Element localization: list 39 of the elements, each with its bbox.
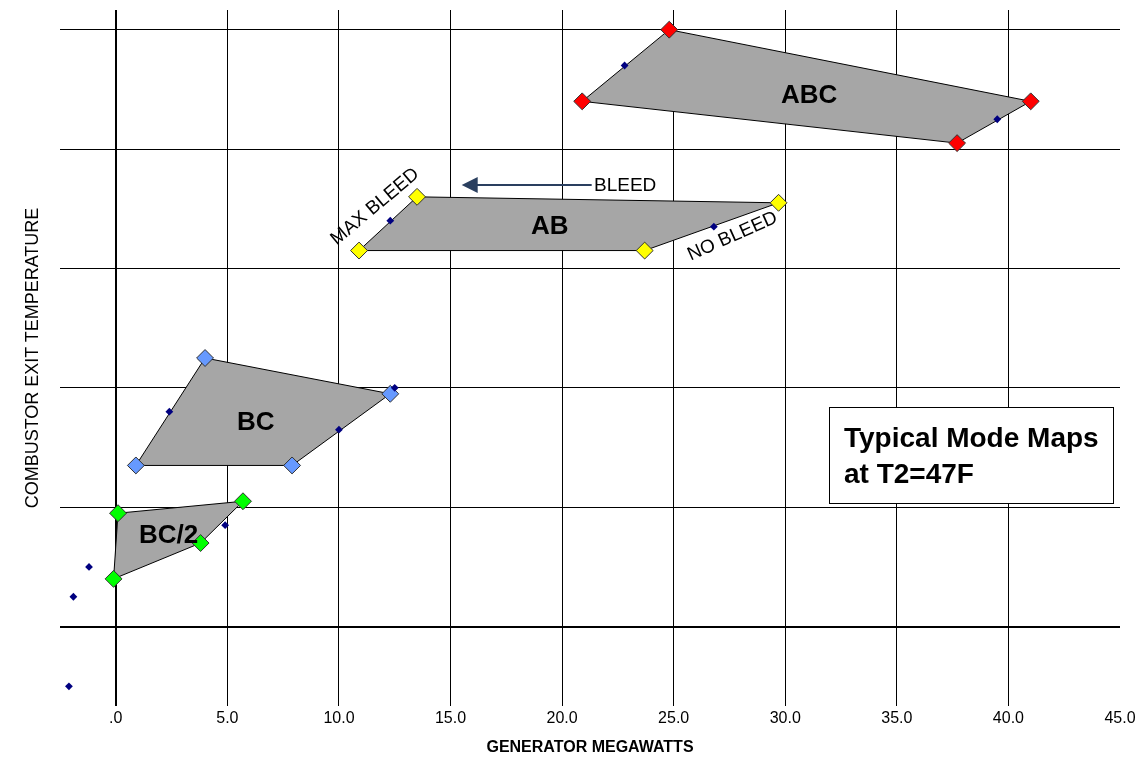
point bbox=[196, 349, 214, 367]
point bbox=[1021, 92, 1040, 111]
point bbox=[221, 521, 230, 530]
x-tick-label: 45.0 bbox=[1104, 709, 1136, 726]
series-label: BC bbox=[237, 406, 275, 436]
x-tick-label: 20.0 bbox=[546, 709, 578, 726]
series-label: AB bbox=[531, 210, 569, 240]
point bbox=[660, 20, 679, 39]
point bbox=[335, 425, 343, 434]
point bbox=[234, 492, 252, 511]
point bbox=[993, 115, 1002, 124]
point bbox=[65, 682, 73, 691]
x-tick-label: 5.0 bbox=[216, 709, 239, 726]
point bbox=[104, 569, 123, 588]
x-tick-label: 15.0 bbox=[434, 709, 467, 726]
point bbox=[948, 134, 967, 153]
series-label: ABC bbox=[781, 79, 838, 109]
point bbox=[381, 384, 400, 403]
point bbox=[769, 193, 788, 212]
x-tick-label: 40.0 bbox=[992, 709, 1025, 726]
point bbox=[635, 241, 654, 260]
point bbox=[283, 456, 302, 475]
point bbox=[109, 504, 127, 523]
point bbox=[573, 92, 592, 111]
point bbox=[165, 407, 174, 416]
x-axis-title: GENERATOR MEGAWATTS bbox=[486, 737, 694, 755]
x-tick-label: .0 bbox=[109, 709, 123, 726]
point bbox=[390, 383, 399, 392]
annotation: BLEED bbox=[594, 174, 657, 195]
annotation: Typical Mode Maps at T2=47F bbox=[844, 422, 1099, 490]
y-axis-title: COMBUSTOR EXIT TEMPERATURE bbox=[22, 207, 43, 509]
point bbox=[69, 592, 78, 601]
point bbox=[386, 216, 395, 225]
x-tick-label: 30.0 bbox=[769, 709, 801, 726]
x-tick-label: 10.0 bbox=[323, 709, 355, 726]
x-tick-label: 35.0 bbox=[881, 709, 913, 726]
series-label: BC/2 bbox=[139, 519, 199, 549]
point bbox=[126, 456, 145, 475]
x-tick-label: 25.0 bbox=[658, 709, 690, 726]
